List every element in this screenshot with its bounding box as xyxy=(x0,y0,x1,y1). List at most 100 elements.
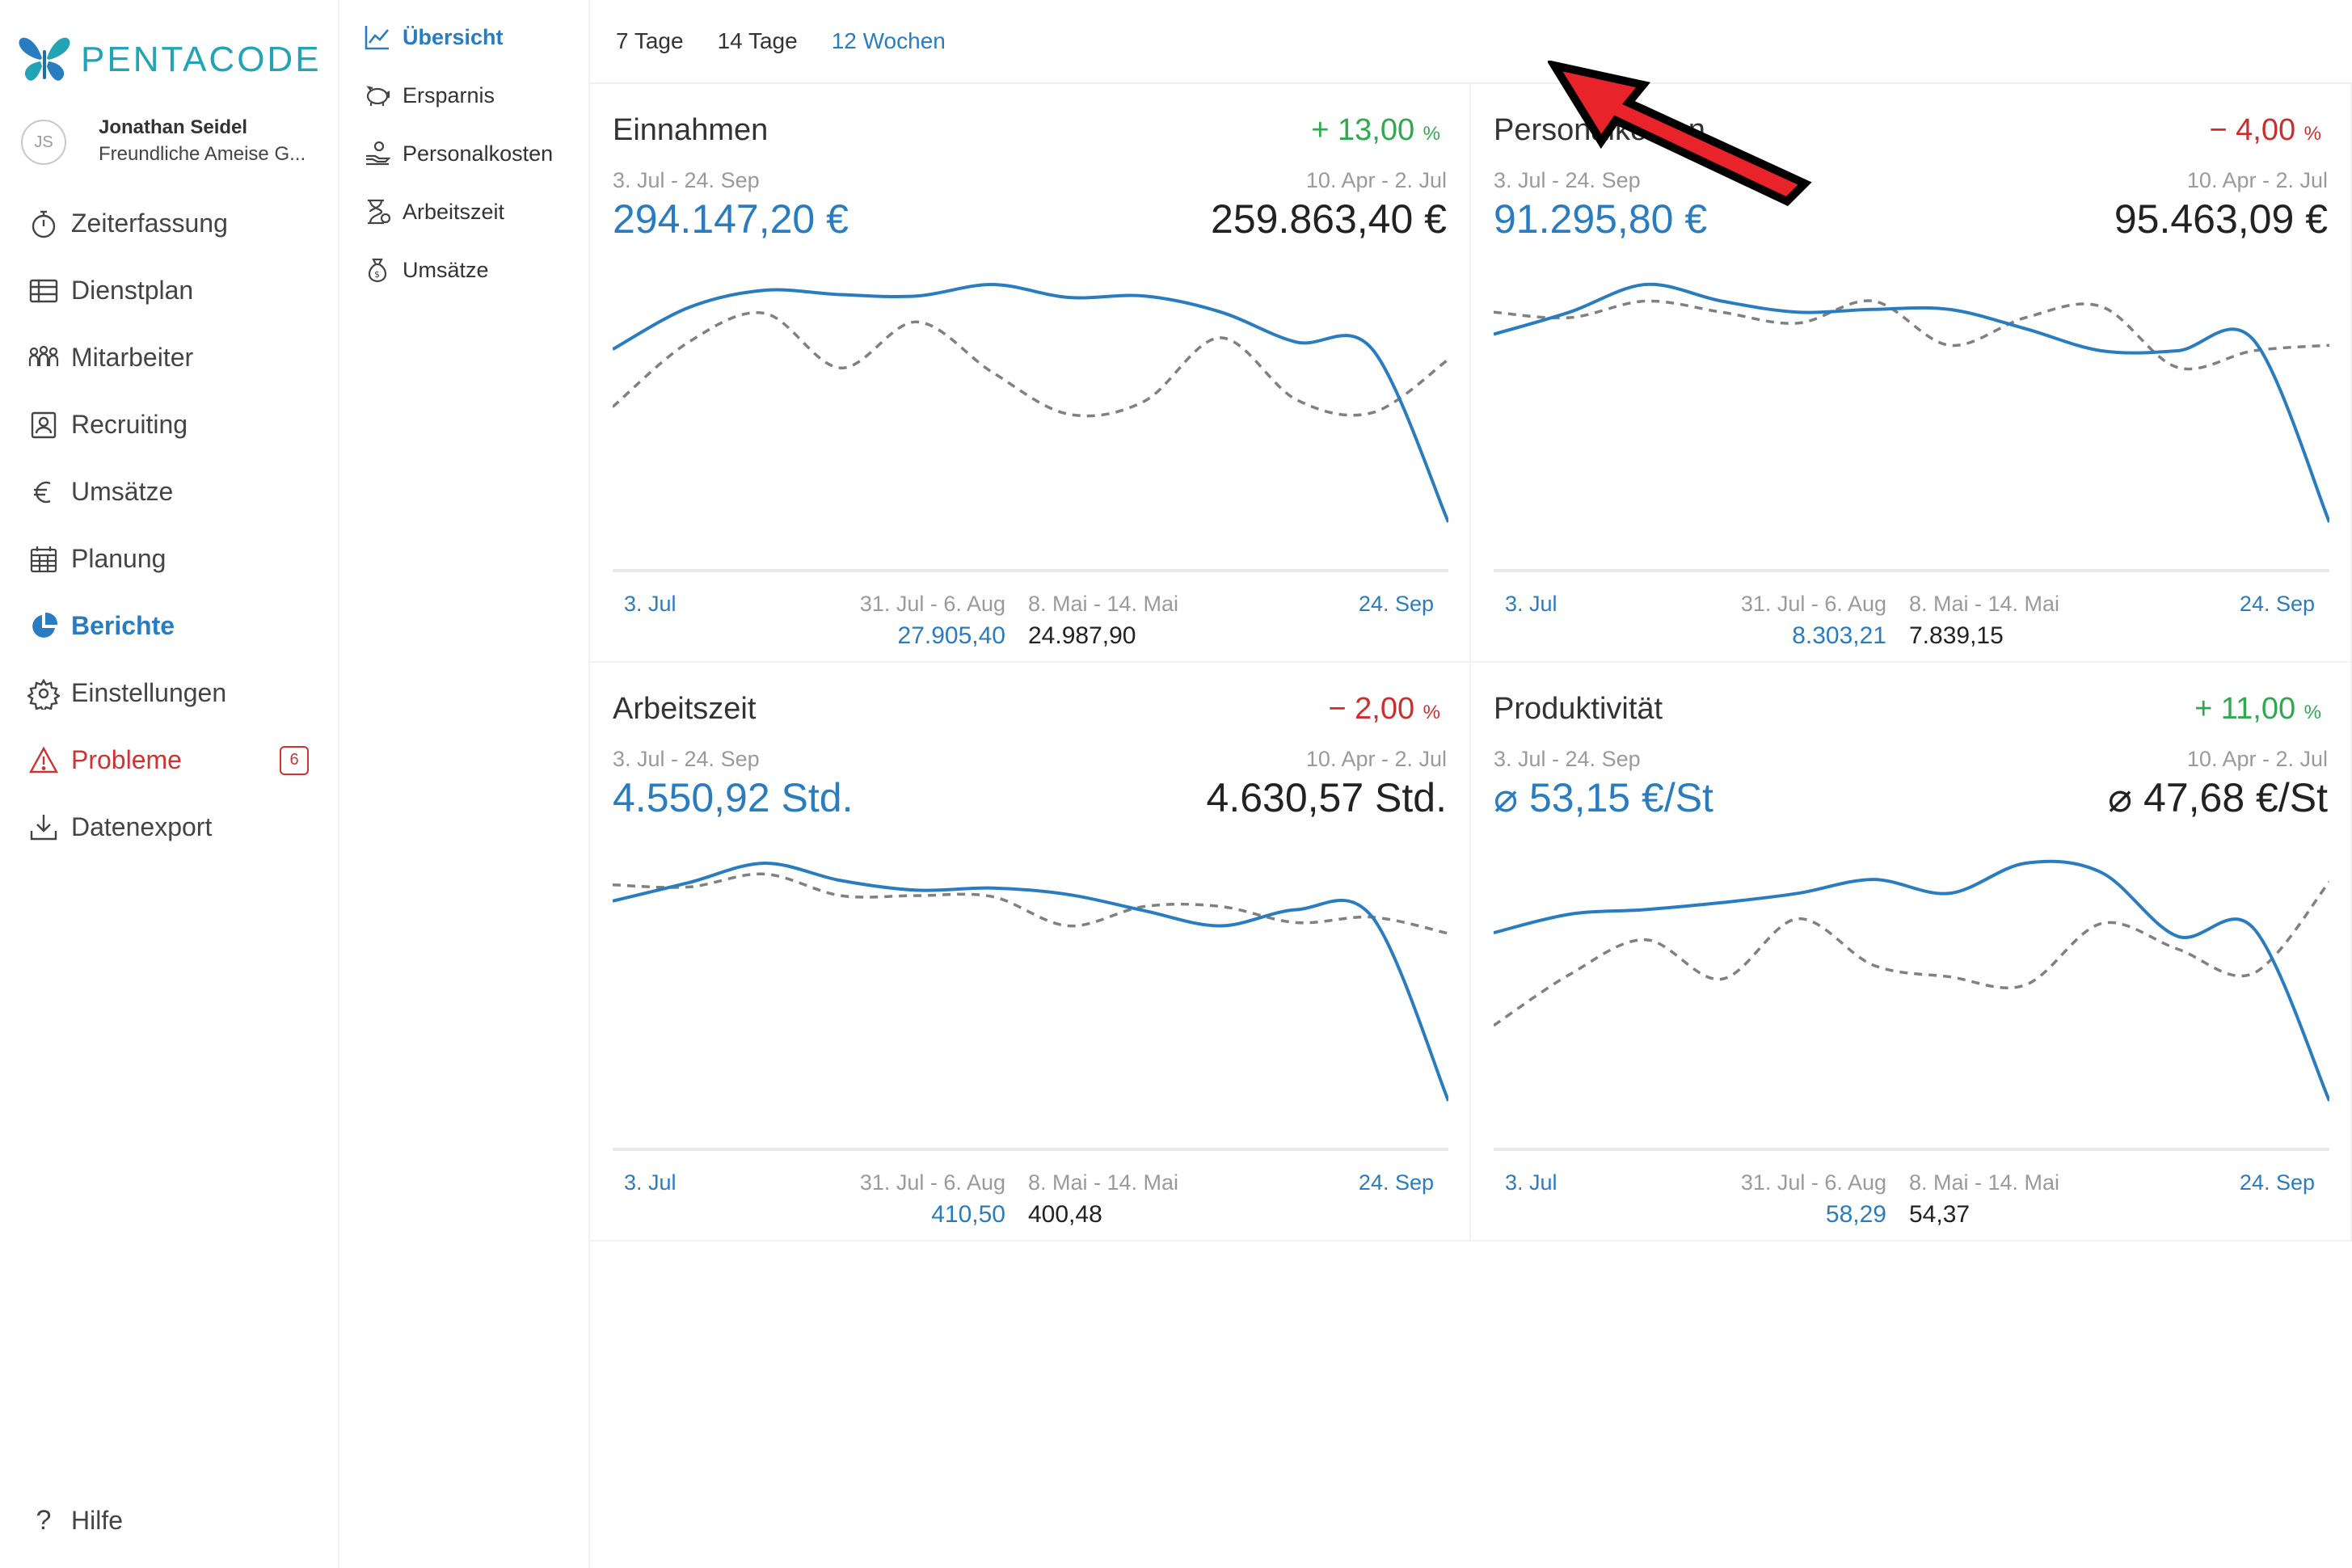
x-axis-end-label: 24. Sep xyxy=(1358,1170,1434,1195)
x-axis-end-label: 24. Sep xyxy=(2239,1170,2315,1195)
nav-item-berichte[interactable]: Berichte xyxy=(0,592,339,660)
x-axis-end-label: 24. Sep xyxy=(1358,592,1434,616)
nav-label: Probleme xyxy=(71,745,182,774)
question-mark-icon: ? xyxy=(36,1505,52,1536)
svg-text:$: $ xyxy=(374,269,380,280)
card-title: Einnahmen xyxy=(613,113,769,147)
previous-range: 10. Apr - 2. Jul xyxy=(1305,747,1447,771)
current-period-line xyxy=(613,282,1448,523)
previous-value: 4.630,57 Std. xyxy=(1206,775,1447,820)
subnav-label: Personalkosten xyxy=(403,141,554,166)
subnav-item-uebersicht[interactable]: Übersicht xyxy=(339,8,588,66)
chart-baseline xyxy=(1494,1148,2329,1151)
change-value: − 2,00 xyxy=(1328,692,1415,726)
subnav-item-umsaetze[interactable]: $ Umsätze xyxy=(339,241,588,299)
chart-baseline xyxy=(1494,569,2329,572)
current-value: 294.147,20 € xyxy=(613,196,849,242)
tab-7-tage[interactable]: 7 Tage xyxy=(616,28,684,53)
user-profile[interactable]: JS Jonathan Seidel Freundliche Ameise G.… xyxy=(21,116,306,169)
help-label: Hilfe xyxy=(71,1506,124,1535)
previous-period-line xyxy=(1494,299,2329,371)
x-axis-end-label: 24. Sep xyxy=(2239,592,2315,616)
euro-icon xyxy=(34,481,51,503)
nav-item-einstellungen[interactable]: Einstellungen xyxy=(0,660,339,727)
nav-item-zeiterfassung[interactable]: Zeiterfassung xyxy=(0,190,339,257)
subnav-label: Ersparnis xyxy=(403,82,495,107)
hourglass-icon xyxy=(368,199,391,225)
sidebar: PENTACODE JS Jonathan Seidel Freundliche… xyxy=(0,0,339,1568)
tab-14-tage[interactable]: 14 Tage xyxy=(717,28,798,53)
current-range: 3. Jul - 24. Sep xyxy=(613,747,760,771)
current-value: 4.550,92 Std. xyxy=(613,775,854,820)
chart-baseline xyxy=(613,569,1448,572)
user-name: Jonathan Seidel xyxy=(99,116,248,138)
piggy-bank-icon xyxy=(366,86,390,106)
current-value: ⌀ 53,15 €/St xyxy=(1494,775,1713,820)
change-indicator: + 11,00 % xyxy=(2194,692,2321,727)
best-previous-range: 8. Mai - 14. Mai xyxy=(1028,1170,1179,1195)
hand-coins-icon xyxy=(366,141,391,166)
chart-baseline xyxy=(613,1148,1448,1151)
subnav-item-ersparnis[interactable]: Ersparnis xyxy=(339,66,588,124)
subnav-label: Arbeitszeit xyxy=(403,199,505,224)
best-current-range: 31. Jul - 6. Aug xyxy=(1740,1170,1886,1195)
nav-item-planung[interactable]: Planung xyxy=(0,525,339,592)
line-chart xyxy=(613,861,1448,1102)
calendar-icon xyxy=(30,546,57,572)
user-organization: Freundliche Ameise G... xyxy=(99,143,306,165)
table-icon xyxy=(29,279,58,302)
nav-item-mitarbeiter[interactable]: Mitarbeiter xyxy=(0,324,339,391)
subnav-item-personalkosten[interactable]: Personalkosten xyxy=(339,124,588,183)
card-title: Produktivität xyxy=(1494,692,1663,726)
tab-12-wochen[interactable]: 12 Wochen xyxy=(831,28,946,53)
help-link[interactable]: ? Hilfe xyxy=(27,1505,123,1536)
nav-item-recruiting[interactable]: Recruiting xyxy=(0,391,339,458)
nav-label: Berichte xyxy=(71,611,175,640)
change-value: + 13,00 xyxy=(1311,113,1415,147)
best-current-value: 410,50 xyxy=(931,1201,1005,1228)
nav-label: Datenexport xyxy=(71,812,213,841)
annotation-arrow-icon xyxy=(1548,61,1812,206)
id-card-icon xyxy=(31,411,57,438)
percent-unit: % xyxy=(1423,123,1440,145)
best-previous-range: 8. Mai - 14. Mai xyxy=(1028,592,1179,616)
nav-label: Planung xyxy=(71,544,166,573)
change-indicator: − 4,00 % xyxy=(2209,113,2321,148)
nav-item-dienstplan[interactable]: Dienstplan xyxy=(0,257,339,324)
previous-range: 10. Apr - 2. Jul xyxy=(2186,747,2328,771)
main-content: 7 Tage 14 Tage 12 Wochen Einnahmen + 13,… xyxy=(590,0,2352,1568)
metric-card-arbeitszeit[interactable]: Arbeitszeit − 2,00 % 3. Jul - 24. Sep 10… xyxy=(590,663,1471,1241)
best-current-range: 31. Jul - 6. Aug xyxy=(859,592,1005,616)
current-period-line xyxy=(1494,859,2329,1102)
card-title: Arbeitszeit xyxy=(613,692,757,726)
change-value: − 4,00 xyxy=(2209,113,2296,147)
best-previous-range: 8. Mai - 14. Mai xyxy=(1909,592,2060,616)
problems-count-badge: 6 xyxy=(280,745,309,775)
previous-value: 95.463,09 € xyxy=(2114,196,2328,242)
best-current-value: 27.905,40 xyxy=(897,622,1005,649)
nav-item-umsaetze[interactable]: Umsätze xyxy=(0,458,339,525)
best-current-range: 31. Jul - 6. Aug xyxy=(1740,592,1886,616)
x-axis-start-label: 3. Jul xyxy=(1505,592,1557,616)
percent-unit: % xyxy=(2304,123,2321,145)
nav-label: Einstellungen xyxy=(71,678,227,707)
best-previous-range: 8. Mai - 14. Mai xyxy=(1909,1170,2060,1195)
gear-icon xyxy=(27,678,60,710)
nav-item-datenexport[interactable]: Datenexport xyxy=(0,794,339,861)
period-tabs: 7 Tage 14 Tage 12 Wochen xyxy=(590,0,2352,84)
main-nav: Zeiterfassung Dienstplan Mitarbeiter Rec… xyxy=(0,190,339,861)
money-bag-icon: $ xyxy=(368,258,387,283)
stopwatch-icon xyxy=(32,210,56,238)
metric-card-einnahmen[interactable]: Einnahmen + 13,00 % 3. Jul - 24. Sep 10.… xyxy=(590,84,1471,663)
brand-logo[interactable]: PENTACODE xyxy=(18,34,322,86)
metric-card-produktivitaet[interactable]: Produktivität + 11,00 % 3. Jul - 24. Sep… xyxy=(1471,663,2352,1241)
subnav-label: Umsätze xyxy=(403,257,489,282)
nav-label: Zeiterfassung xyxy=(71,209,228,238)
best-previous-value: 7.839,15 xyxy=(1909,622,2004,649)
nav-item-probleme[interactable]: Probleme 6 xyxy=(0,727,339,794)
subnav-item-arbeitszeit[interactable]: Arbeitszeit xyxy=(339,183,588,241)
previous-value: 259.863,40 € xyxy=(1211,196,1447,242)
nav-label: Recruiting xyxy=(71,410,188,439)
percent-unit: % xyxy=(2304,702,2321,723)
change-indicator: + 13,00 % xyxy=(1311,113,1440,148)
